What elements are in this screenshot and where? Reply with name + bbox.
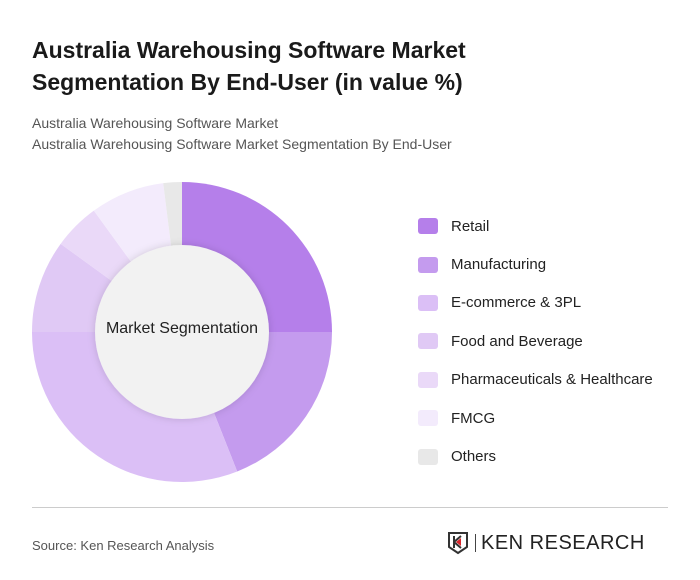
legend-label: Retail [451, 217, 490, 235]
source-note: Source: Ken Research Analysis [32, 538, 215, 553]
legend-item: Others [418, 437, 653, 475]
subtitle-market: Australia Warehousing Software Market [32, 115, 279, 131]
legend-swatch [418, 448, 438, 465]
chart-title: Australia Warehousing Software Market Se… [32, 37, 466, 95]
ken-logo-icon [448, 532, 468, 555]
divider [32, 507, 668, 508]
legend-item: Food and Beverage [418, 322, 653, 360]
legend-item: Retail [418, 207, 653, 245]
subtitle-segmentation: Australia Warehousing Software Market Se… [32, 136, 452, 152]
legend-swatch [418, 371, 438, 388]
legend-item: FMCG [418, 399, 653, 437]
legend-item: Pharmaceuticals & Healthcare [418, 361, 653, 399]
legend-label: Others [451, 448, 497, 466]
legend-swatch [418, 294, 438, 311]
ken-research-logo: KEN RESEARCH [447, 531, 645, 555]
legend-swatch [418, 410, 438, 427]
legend-label: E-commerce & 3PL [451, 294, 582, 312]
legend-swatch [418, 256, 438, 273]
logo-text: KEN RESEARCH [475, 533, 645, 553]
legend-swatch [418, 218, 438, 235]
legend: Retail Manufacturing E-commerce & 3PL Food … [418, 207, 653, 476]
legend-label: Food and Beverage [451, 332, 583, 350]
donut-hole [95, 245, 269, 419]
legend-swatch [418, 333, 438, 350]
legend-item: Manufacturing [418, 245, 653, 283]
legend-item: E-commerce & 3PL [418, 284, 653, 322]
legend-label: Pharmaceuticals & Healthcare [451, 371, 653, 389]
center-label: Market Segmentation [105, 320, 259, 337]
legend-label: Manufacturing [451, 256, 547, 274]
legend-label: FMCG [451, 409, 496, 427]
